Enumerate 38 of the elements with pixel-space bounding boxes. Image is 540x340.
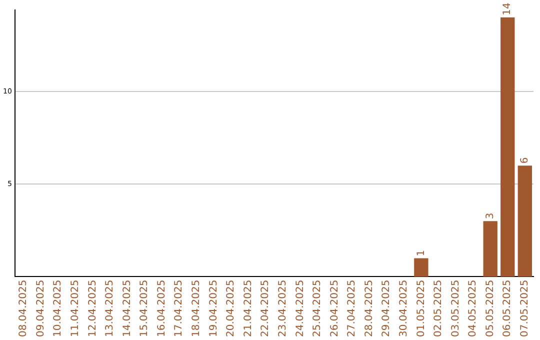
x-tick-label: 11.04.2025 [70, 280, 82, 338]
x-tick-label: 12.04.2025 [87, 280, 98, 338]
x-tick-label: 02.05.2025 [433, 280, 444, 338]
bar [414, 258, 428, 277]
x-tick-label: 06.05.2025 [502, 280, 514, 338]
x-tick-label: 24.04.2025 [294, 280, 306, 338]
data-label: 1 [416, 250, 427, 256]
x-tick-label: 16.04.2025 [156, 280, 168, 338]
x-tick-label: 30.04.2025 [398, 280, 410, 338]
x-tick-label: 15.04.2025 [139, 280, 150, 338]
x-tick-label: 03.05.2025 [450, 280, 462, 338]
x-tick-label: 18.04.2025 [191, 280, 202, 338]
x-tick-label: 13.04.2025 [104, 280, 116, 338]
x-tick-label: 08.04.2025 [18, 280, 30, 338]
x-tick-label: 10.04.2025 [52, 280, 64, 338]
data-label: 3 [484, 212, 496, 220]
x-tick-label: 05.05.2025 [484, 280, 496, 338]
x-tick-label: 21.04.2025 [242, 280, 254, 338]
x-tick-label: 04.05.2025 [468, 280, 479, 338]
x-tick-label: 27.04.2025 [346, 280, 358, 338]
x-tick-label: 28.04.2025 [364, 280, 375, 338]
x-tick-label: 19.04.2025 [208, 280, 220, 338]
x-tick-label: 17.04.2025 [174, 280, 185, 338]
bar [483, 221, 498, 277]
x-tick-label: 20.04.2025 [226, 280, 237, 338]
x-tick-label: 26.04.2025 [329, 280, 340, 338]
x-tick-label: 07.05.2025 [520, 280, 531, 338]
x-tick-label: 29.04.2025 [381, 280, 392, 338]
x-tick-label: 22.04.2025 [260, 280, 272, 338]
x-tick-label: 14.04.2025 [122, 280, 133, 338]
bar [518, 166, 532, 277]
x-tick-label: 25.04.2025 [312, 280, 324, 338]
data-label: 6 [520, 157, 531, 164]
x-tick-label: 01.05.2025 [416, 280, 427, 338]
bar [500, 17, 515, 277]
x-tick-label: 23.04.2025 [277, 280, 288, 338]
x-tick-label: 09.04.2025 [35, 280, 46, 338]
data-label: 14 [502, 2, 514, 16]
